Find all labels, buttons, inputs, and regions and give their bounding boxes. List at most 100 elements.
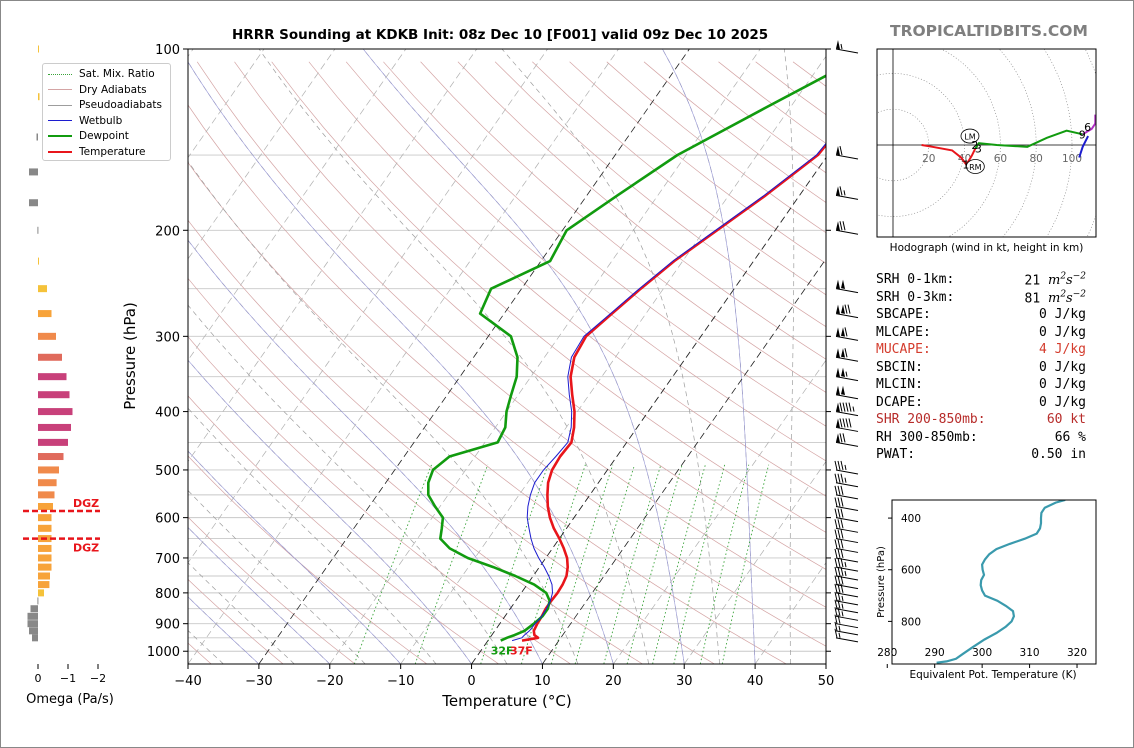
hodo-height-label: 9: [1079, 128, 1086, 141]
barb-full: [837, 558, 841, 568]
pressure-tick-label: 1000: [147, 645, 180, 660]
barb-full: [834, 473, 838, 483]
omega-bar: [38, 45, 39, 53]
pseudoadiabat: [188, 160, 579, 664]
hodo-segment: [1082, 114, 1096, 136]
barb-half: [845, 371, 848, 377]
barb-flag: [836, 186, 840, 196]
sounding-parameters: SRH 0-1km: 21 m2s−2 SRH 0-3km: 81 m2s−2 SBCA…: [876, 272, 1086, 465]
wind-barb: [835, 145, 859, 160]
barb-staff: [835, 376, 859, 382]
moist-adiabat: [362, 49, 685, 664]
parameter-value: 4 J/kg: [1039, 342, 1086, 357]
mixing-ratio-line: [721, 464, 770, 664]
barb-flag: [836, 279, 840, 289]
parameter-value: 66 %: [1054, 429, 1086, 445]
barb-full: [844, 304, 848, 314]
barb-flag: [836, 433, 840, 443]
legend-swatch: [48, 104, 72, 106]
parameter-label: MLCAPE:: [876, 324, 931, 340]
dry-adiabat: [383, 61, 826, 427]
omega-bar: [38, 332, 56, 340]
barb-flag: [841, 367, 845, 377]
mixing-ratio-line: [673, 464, 726, 664]
parameter-unit: m2s−2: [1047, 289, 1086, 306]
hodo-height-label: 1: [962, 159, 969, 172]
barb-full: [844, 327, 848, 337]
theta-e-line: [936, 500, 1066, 664]
parameter-label: DCAPE:: [876, 394, 923, 410]
barb-full: [834, 621, 838, 631]
wind-barb: [835, 418, 859, 432]
barb-full: [837, 529, 841, 539]
parameter-row: SBCIN: 0 J/kg: [876, 360, 1086, 378]
barb-half: [841, 595, 844, 602]
wind-barb: [835, 279, 859, 294]
legend-item: Sat. Mix. Ratio: [48, 67, 155, 81]
omega-bar: [29, 627, 38, 635]
omega-bar: [38, 466, 59, 474]
barb-staff: [835, 584, 859, 590]
omega-bar: [38, 572, 50, 580]
barb-full: [840, 519, 844, 529]
barb-half: [844, 570, 847, 577]
barb-staff: [835, 566, 859, 572]
omega-bar: [38, 589, 44, 597]
pressure-tick-label: 900: [155, 618, 180, 633]
barb-full: [840, 548, 844, 559]
barb-staff: [835, 494, 859, 500]
parameter-row: MLCIN: 0 J/kg: [876, 377, 1086, 395]
omega-bar: [38, 453, 64, 461]
wind-barb: [835, 327, 859, 341]
pressure-tick-label: 600: [155, 512, 180, 527]
legend-swatch: [48, 135, 72, 137]
temp-tick-label: 0: [467, 674, 475, 689]
barb-flag: [836, 304, 840, 314]
barb-staff: [835, 506, 859, 511]
parameter-label: SRH 0-1km:: [876, 272, 955, 287]
wind-barb: [834, 529, 859, 544]
omega-bar: [38, 257, 39, 265]
isotherm-line: [188, 49, 619, 664]
omega-bar: [38, 373, 67, 381]
isotherm-line: [188, 49, 478, 463]
mixing-ratio-line: [550, 464, 614, 664]
barb-half: [844, 477, 847, 483]
barb-full: [839, 418, 843, 428]
parameter-label: SRH 0-3km:: [876, 289, 955, 305]
barb-staff: [835, 482, 859, 488]
omega-bar: [38, 514, 52, 522]
hodo-ring-label: 60: [994, 153, 1007, 165]
omega-bar: [36, 133, 38, 141]
chart-title: HRRR Sounding at KDKB Init: 08z Dec 10 […: [232, 27, 769, 43]
wind-barb: [834, 508, 859, 523]
barb-flag: [841, 304, 845, 314]
theta-e-xtick-label: 290: [925, 647, 945, 659]
parameter-label: SHR 200-850mb:: [876, 412, 986, 427]
barb-staff: [835, 194, 859, 200]
barb-staff: [835, 592, 859, 598]
isotherm-line: [471, 156, 826, 664]
parameter-row: RH 300-850mb: 66 %: [876, 430, 1086, 448]
barb-full: [834, 548, 838, 559]
barb-full: [842, 418, 846, 428]
dry-adiabat: [494, 61, 826, 328]
barb-full: [834, 583, 838, 593]
dry-adiabat: [457, 61, 826, 360]
parameter-value: 0 J/kg: [1039, 394, 1086, 410]
parameter-label: PWAT:: [876, 447, 916, 462]
wind-barb: [835, 221, 859, 235]
omega-xlabel: Omega (Pa/s): [26, 692, 114, 707]
surface-dewpoint-label: 32F: [491, 645, 514, 658]
barb-flag: [836, 367, 840, 377]
wind-barb: [834, 497, 859, 511]
barb-full: [848, 418, 852, 428]
wind-barb: [835, 402, 859, 417]
omega-bar: [38, 391, 70, 399]
omega-bar: [38, 93, 40, 101]
barb-full: [845, 418, 849, 428]
barb-full: [837, 599, 841, 609]
theta-e-xlabel: Equivalent Pot. Temperature (K): [909, 669, 1076, 681]
dry-adiabat: [308, 61, 826, 497]
